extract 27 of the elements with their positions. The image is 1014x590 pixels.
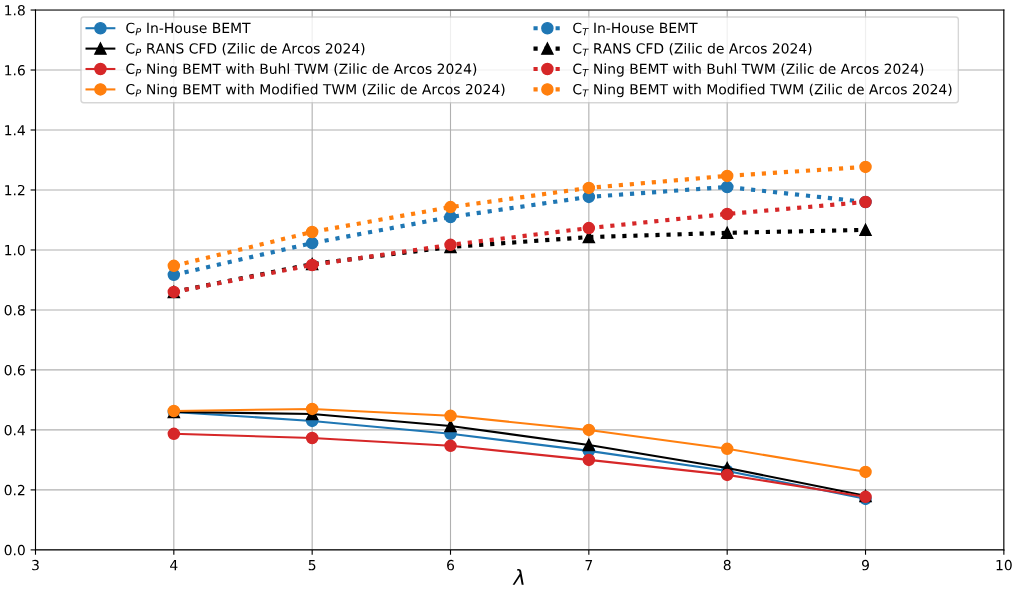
y-tick-label: 1.2 — [5, 184, 25, 196]
legend-label: C$_{T}$ Ning BEMT with Buhl TWM (Zilic de Arcos 2024) — [573, 63, 924, 77]
x-tick-label: 10 — [996, 559, 1012, 571]
legend-label: C$_{P}$ In-House BEMT — [126, 22, 251, 36]
y-tick-label: 1.8 — [5, 5, 25, 16]
x-tick-label: 5 — [308, 560, 316, 571]
y-tick-label: 0.8 — [4, 304, 25, 316]
legend-label: C$_{T}$ RANS CFD (Zilic de Arcos 2024) — [573, 42, 812, 56]
y-tick-label: 1.6 — [5, 64, 25, 76]
x-tick-label: 4 — [170, 560, 178, 571]
y-tick-label: 0.2 — [4, 484, 25, 496]
x-tick-label: 8 — [723, 559, 731, 571]
y-tick-label: 0.4 — [4, 424, 25, 436]
x-tick-label: 6 — [447, 559, 455, 571]
legend-label: C$_{T}$ Ning BEMT with Modified TWM (Zilic de Arcos 2024) — [573, 83, 952, 98]
x-tick-label: 9 — [861, 559, 869, 571]
y-tick-label: 1.0 — [5, 244, 25, 256]
y-tick-label: 0.6 — [4, 364, 25, 376]
legend-label: C$_{P}$ Ning BEMT with Modified TWM (Zilic de Arcos 2024) — [126, 83, 505, 98]
legend-label: C$_{T}$ In-House BEMT — [573, 22, 698, 36]
legend-label: C$_{P}$ RANS CFD (Zilic de Arcos 2024) — [126, 42, 365, 56]
x-tick-label: 3 — [32, 559, 39, 571]
y-tick-label: 1.4 — [5, 125, 25, 136]
x-tick-label: 7 — [585, 560, 593, 571]
y-tick-label: 0.0 — [4, 544, 25, 556]
x-axis-title: λ — [512, 568, 524, 585]
legend-label: C$_{P}$ Ning BEMT with Buhl TWM (Zilic de Arcos 2024) — [126, 63, 477, 77]
